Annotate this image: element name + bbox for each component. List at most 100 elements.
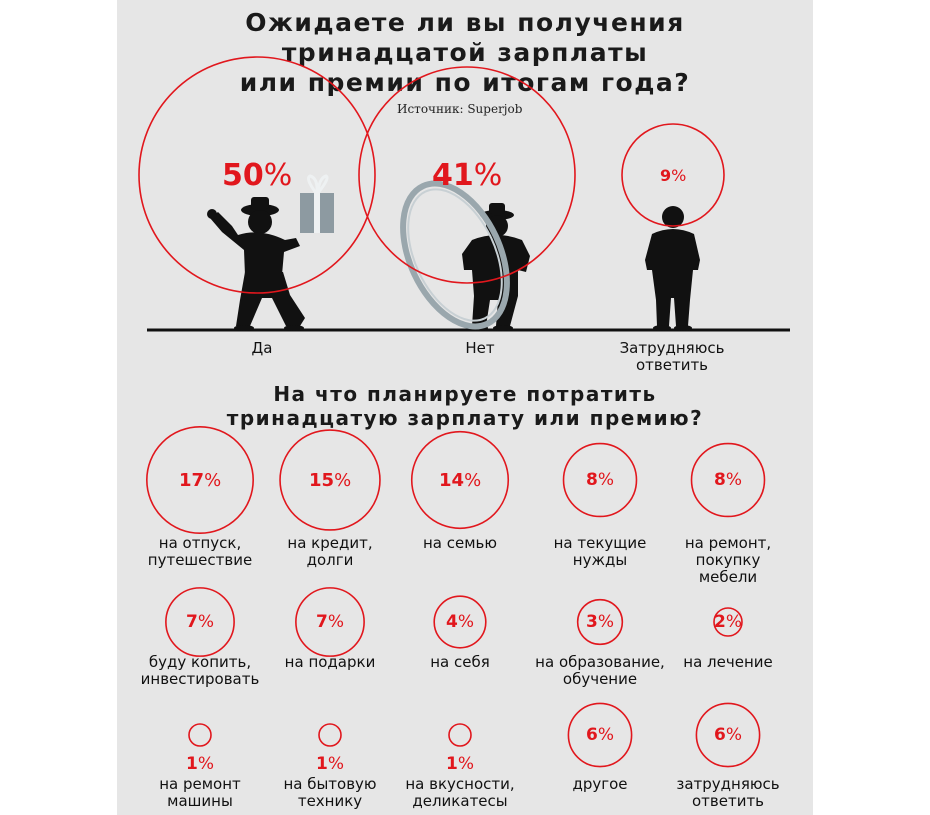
- gift-box-icon: [300, 174, 334, 233]
- q2-percent-12-unit: %: [457, 754, 474, 774]
- q2-percent-11-value: 1: [316, 754, 328, 774]
- infographic-panel: [117, 0, 813, 815]
- standing-man-icon: [645, 206, 700, 331]
- q1-bubble-1: [358, 66, 576, 284]
- q2-percent-7: 4%: [446, 612, 474, 632]
- q2-percent-6: 7%: [316, 612, 344, 632]
- q2-percent-0-value: 17: [179, 469, 205, 491]
- q2-percent-7-value: 4: [446, 612, 458, 632]
- q2-bubble-8: [576, 598, 624, 646]
- q2-percent-14-value: 6: [714, 725, 726, 745]
- q2-percent-10-value: 1: [186, 754, 198, 774]
- q2-percent-8-value: 3: [586, 612, 598, 632]
- q2-percent-5-value: 7: [186, 612, 198, 632]
- q2-percent-5: 7%: [186, 612, 214, 632]
- q1-percent-2: 9%: [660, 166, 686, 185]
- q2-label-10: на ремонт машины: [159, 775, 241, 810]
- q1-percent-0-value: 50: [222, 157, 264, 193]
- q2-percent-3-unit: %: [597, 470, 614, 490]
- second-title: На что планируете потратить тринадцатую …: [226, 382, 704, 430]
- q2-label-7: на себя: [430, 653, 490, 671]
- q2-percent-13-unit: %: [597, 725, 614, 745]
- q2-percent-9: 2%: [714, 612, 742, 632]
- q2-percent-11: 1%: [316, 754, 344, 774]
- q1-percent-0: 50%: [222, 158, 292, 193]
- q2-percent-13: 6%: [586, 725, 614, 745]
- q1-percent-0-unit: %: [263, 157, 293, 193]
- source-note: Источник: Superjob: [397, 102, 523, 116]
- q2-bubble-11: [318, 723, 342, 747]
- q2-bubble-5: [165, 587, 235, 657]
- q2-percent-11-unit: %: [327, 754, 344, 774]
- q2-label-5: буду копить, инвестировать: [140, 653, 260, 688]
- q2-percent-10-unit: %: [197, 754, 214, 774]
- q2-percent-1: 15%: [309, 470, 351, 491]
- q2-percent-4: 8%: [714, 470, 742, 490]
- q2-percent-6-unit: %: [327, 612, 344, 632]
- q2-percent-0: 17%: [179, 470, 221, 491]
- q2-percent-2-unit: %: [464, 469, 482, 491]
- q2-percent-1-value: 15: [309, 469, 335, 491]
- q1-percent-1: 41%: [432, 158, 502, 193]
- q2-percent-12-value: 1: [446, 754, 458, 774]
- q2-label-9: на лечение: [683, 653, 773, 671]
- q1-label-2: Затрудняюсь ответить: [619, 339, 725, 374]
- q1-label-0: Да: [251, 339, 273, 357]
- q1-bubble-2: [621, 123, 725, 227]
- q2-percent-3: 8%: [586, 470, 614, 490]
- q2-label-6: на подарки: [284, 653, 376, 671]
- q2-percent-6-value: 7: [316, 612, 328, 632]
- q2-bubble-3: [562, 442, 638, 518]
- q1-bubble-0: [138, 56, 376, 294]
- man-with-hoop-icon: [400, 180, 530, 331]
- q2-percent-14-unit: %: [725, 725, 742, 745]
- q2-label-2: на семью: [422, 534, 498, 552]
- q2-percent-10: 1%: [186, 754, 214, 774]
- q2-bubble-1: [279, 429, 381, 531]
- q2-bubble-6: [295, 587, 365, 657]
- q2-percent-14: 6%: [714, 725, 742, 745]
- q2-bubble-7: [433, 595, 487, 649]
- q2-bubble-9: [713, 607, 743, 637]
- q1-percent-1-unit: %: [473, 157, 503, 193]
- q2-label-14: затрудняюсь ответить: [676, 775, 780, 810]
- q2-percent-5-unit: %: [197, 612, 214, 632]
- q2-label-12: на вкусности, деликатесы: [405, 775, 515, 810]
- q2-percent-8: 3%: [586, 612, 614, 632]
- q2-label-1: на кредит, долги: [287, 534, 373, 569]
- q2-percent-4-value: 8: [714, 470, 726, 490]
- q2-bubbles: [146, 426, 766, 768]
- q1-percent-1-value: 41: [432, 157, 474, 193]
- q2-bubble-14: [695, 702, 761, 768]
- q2-label-13: другое: [572, 775, 628, 793]
- man-with-gift-icon: [207, 197, 305, 331]
- q2-percent-2: 14%: [439, 470, 481, 491]
- q2-label-8: на образование, обучение: [535, 653, 665, 688]
- q2-bubble-0: [146, 426, 254, 534]
- q1-label-1: Нет: [465, 339, 495, 357]
- main-title: Ожидаете ли вы получения тринадцатой зар…: [239, 8, 691, 97]
- q2-percent-13-value: 6: [586, 725, 598, 745]
- q2-bubble-12: [448, 723, 472, 747]
- q2-bubble-10: [188, 723, 212, 747]
- q2-bubble-4: [690, 442, 766, 518]
- q2-percent-12: 1%: [446, 754, 474, 774]
- q2-label-11: на бытовую технику: [283, 775, 377, 810]
- q2-percent-1-unit: %: [334, 469, 352, 491]
- q2-percent-7-unit: %: [457, 612, 474, 632]
- q1-percent-2-unit: %: [671, 165, 687, 185]
- q2-percent-3-value: 8: [586, 470, 598, 490]
- q2-percent-9-unit: %: [725, 612, 742, 632]
- q2-percent-0-unit: %: [204, 469, 222, 491]
- q2-percent-9-value: 2: [714, 612, 726, 632]
- q2-percent-2-value: 14: [439, 469, 465, 491]
- q2-percent-4-unit: %: [725, 470, 742, 490]
- q2-bubble-13: [567, 702, 633, 768]
- q2-label-3: на текущие нужды: [553, 534, 647, 569]
- q2-label-0: на отпуск, путешествие: [147, 534, 253, 569]
- q1-bubbles: [138, 56, 725, 294]
- q2-bubble-2: [410, 430, 510, 530]
- q2-label-4: на ремонт, покупку мебели: [684, 534, 772, 586]
- q2-percent-8-unit: %: [597, 612, 614, 632]
